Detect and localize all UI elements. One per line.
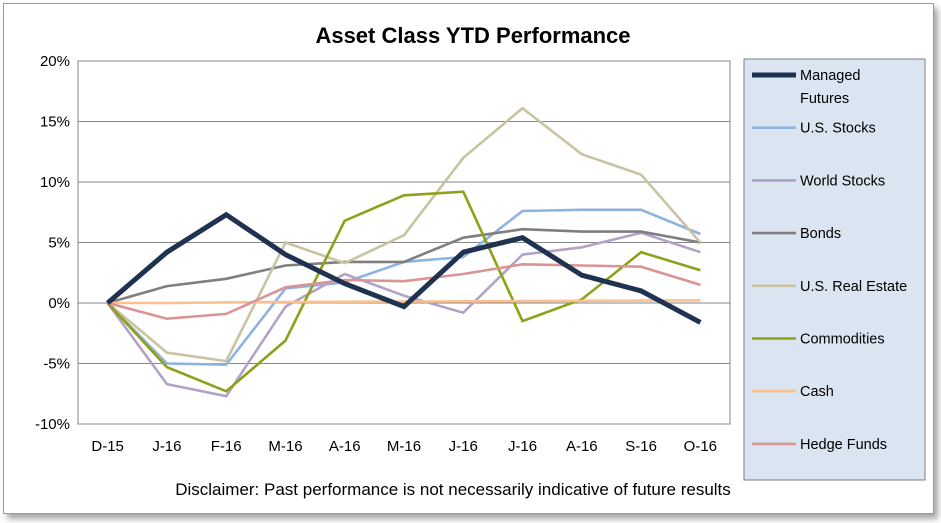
series-line-managed-futures (105, 211, 702, 325)
y-tick-label: -10% (35, 416, 70, 433)
series-line-world-stocks (106, 231, 701, 398)
x-tick-label: J-16 (508, 438, 537, 455)
series-line-cash (107, 299, 701, 305)
legend-box (743, 58, 926, 481)
legend-label: Bonds (800, 226, 841, 242)
chart-frame: Asset Class YTD Performance 20% 15% 10% 5% 0… (3, 3, 934, 514)
legend-label: World Stocks (800, 173, 885, 189)
series-line-bonds (107, 227, 701, 305)
legend-label: Hedge Funds (800, 437, 887, 453)
chart-svg: Asset Class YTD Performance 20% 15% 10% 5% 0… (35, 23, 926, 499)
series-line-commodities (106, 190, 701, 393)
x-tick-label: O-16 (684, 438, 717, 455)
legend-label: U.S. Stocks (800, 121, 876, 137)
legend-label: U.S. Real Estate (800, 279, 907, 295)
x-tick-label: F-16 (211, 438, 242, 455)
series-line-u-s-real-estate (106, 106, 702, 363)
x-tick-label: J-16 (152, 438, 181, 455)
x-tick-label: M-16 (387, 438, 421, 455)
legend: Managed Futures U.S. Stocks World Stocks Bon… (743, 58, 926, 481)
legend-label: Managed Futures (800, 68, 860, 107)
legend-label: Cash (800, 384, 834, 400)
y-tick-label: 20% (40, 53, 70, 70)
x-tick-label: D-15 (91, 438, 124, 455)
x-tick-label: A-16 (329, 438, 361, 455)
y-tick-label: 15% (40, 114, 70, 131)
disclaimer-text: Disclaimer: Past performance is not nece… (175, 480, 731, 499)
y-tick-label: -5% (43, 356, 70, 373)
legend-label: Commodities (800, 332, 885, 348)
chart-title: Asset Class YTD Performance (315, 23, 630, 48)
x-tick-label: A-16 (566, 438, 598, 455)
x-tick-label: M-16 (268, 438, 302, 455)
x-tick-label: S-16 (625, 438, 657, 455)
x-tick-label: J-16 (449, 438, 478, 455)
y-tick-label: 5% (48, 235, 70, 252)
series-line-hedge-funds (107, 262, 701, 321)
y-tick-label: 10% (40, 174, 70, 191)
plot-area: 20% 15% 10% 5% 0% -5% -10% D-15 J-16 F-16 M-16 A-16… (35, 53, 731, 455)
y-tick-label: 0% (48, 295, 70, 312)
